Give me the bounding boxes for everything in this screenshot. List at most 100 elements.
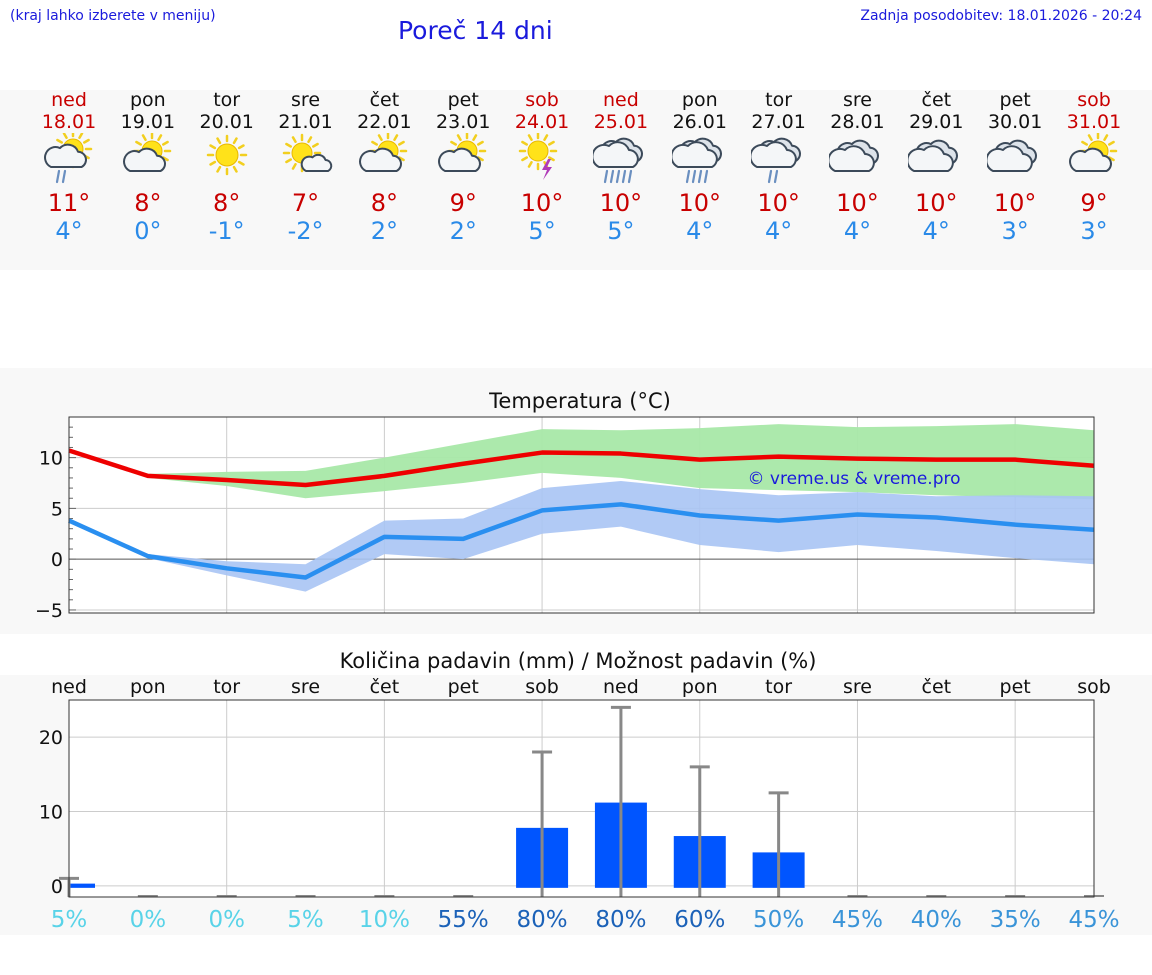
precip-y-tick: 10 bbox=[39, 802, 63, 824]
day-weekday: tor bbox=[213, 89, 241, 111]
precip-probability: 55% bbox=[438, 907, 489, 933]
sun-cloud-rain-icon bbox=[44, 133, 93, 184]
sun-cloud-icon bbox=[438, 133, 487, 172]
day-min-temp: 4° bbox=[55, 217, 83, 245]
day-weekday: pon bbox=[681, 89, 718, 111]
weather-icon-slot bbox=[29, 133, 109, 187]
day-date: 29.01 bbox=[909, 111, 964, 133]
day-min-temp: 3° bbox=[1001, 217, 1029, 245]
precip-bar bbox=[69, 883, 95, 888]
sun-cloud-icon bbox=[359, 133, 408, 172]
last-updated: Zadnja posodobitev: 18.01.2026 - 20:24 bbox=[860, 8, 1142, 24]
precip-day-label: sre bbox=[291, 676, 320, 698]
day-date: 20.01 bbox=[199, 111, 254, 133]
day-column: sob 24.01 10° 5° bbox=[502, 89, 582, 245]
location-hint: (kraj lahko izberete v meniju) bbox=[10, 8, 216, 24]
precip-day-label: čet bbox=[922, 676, 952, 698]
day-column: ned 25.01 10° 5° bbox=[581, 89, 661, 245]
day-weekday: sre bbox=[291, 89, 321, 111]
cloud-rain-icon bbox=[671, 137, 722, 184]
day-max-temp: 10° bbox=[599, 189, 643, 217]
sun-icon bbox=[206, 134, 247, 176]
sun-thunder-icon bbox=[518, 133, 558, 180]
day-min-temp: 5° bbox=[528, 217, 556, 245]
day-weekday: ned bbox=[603, 89, 639, 111]
day-max-temp: 10° bbox=[836, 189, 879, 217]
temperature-chart-title: Temperatura (°C) bbox=[488, 389, 671, 413]
day-max-temp: 9° bbox=[1080, 189, 1108, 217]
cloudy-icon bbox=[908, 139, 959, 172]
precip-probability: 40% bbox=[911, 907, 962, 933]
watermark: © vreme.us & vreme.pro bbox=[747, 469, 960, 489]
cloudy-icon bbox=[829, 139, 880, 172]
weather-icon-slot bbox=[108, 133, 188, 187]
day-min-temp: 4° bbox=[922, 217, 950, 245]
precip-probability: 45% bbox=[832, 907, 883, 933]
day-max-temp: 10° bbox=[757, 189, 800, 217]
precip-probability: 80% bbox=[517, 907, 568, 933]
weather-icon-slot bbox=[739, 133, 819, 187]
day-max-temp: 9° bbox=[449, 189, 477, 217]
day-date: 24.01 bbox=[514, 111, 570, 133]
precip-day-label: sre bbox=[843, 676, 872, 698]
day-weekday: pet bbox=[447, 89, 479, 111]
day-column: pon 19.01 8° 0° bbox=[108, 89, 188, 245]
day-date: 28.01 bbox=[830, 111, 885, 133]
weather-icon-slot bbox=[581, 133, 661, 187]
precip-day-label: pet bbox=[448, 676, 479, 698]
day-weekday: pon bbox=[129, 89, 166, 111]
day-date: 30.01 bbox=[987, 111, 1043, 133]
precip-probability: 45% bbox=[1068, 907, 1119, 933]
day-max-temp: 8° bbox=[134, 189, 162, 217]
precip-day-label: pon bbox=[682, 676, 718, 698]
cloud-light-rain-icon bbox=[750, 137, 801, 184]
sun-cloud-icon bbox=[122, 133, 172, 172]
weather-icon-slot bbox=[344, 133, 424, 187]
day-min-temp: 2° bbox=[449, 217, 477, 245]
day-date: 23.01 bbox=[436, 111, 491, 133]
day-column: tor 20.01 8° -1° bbox=[187, 89, 267, 245]
day-column: čet 22.01 8° 2° bbox=[344, 89, 424, 245]
day-min-temp: 2° bbox=[370, 217, 399, 245]
max-temp-range-band bbox=[69, 424, 1094, 500]
day-date: 21.01 bbox=[278, 111, 333, 133]
precip-probability: 50% bbox=[753, 907, 804, 933]
day-min-temp: 5° bbox=[607, 217, 635, 245]
max-temp-line bbox=[68, 448, 1095, 488]
day-min-temp: 4° bbox=[764, 217, 793, 245]
precip-day-label: sob bbox=[1077, 676, 1111, 698]
cloudy-icon bbox=[987, 139, 1038, 172]
weather-icon-slot bbox=[187, 133, 267, 187]
precipitation-chart-title: Količina padavin (mm) / Možnost padavin … bbox=[340, 649, 817, 673]
precip-probability: 0% bbox=[130, 907, 167, 933]
day-date: 18.01 bbox=[41, 111, 97, 133]
sun-cloud-icon bbox=[1069, 133, 1118, 172]
cloud-heavy-rain-icon bbox=[592, 137, 643, 184]
day-date: 31.01 bbox=[1066, 111, 1122, 133]
weather-icon-slot bbox=[817, 133, 897, 187]
day-max-temp: 11° bbox=[47, 189, 91, 217]
day-max-temp: 8° bbox=[370, 189, 399, 217]
weather-icon-slot bbox=[660, 133, 740, 187]
precip-day-label: tor bbox=[765, 676, 792, 698]
precip-day-label: pon bbox=[130, 676, 166, 698]
min-temp-range-band bbox=[69, 480, 1094, 592]
day-weekday: sob bbox=[1077, 89, 1111, 111]
day-column: čet 29.01 10° 4° bbox=[896, 89, 976, 245]
day-date: 22.01 bbox=[357, 111, 412, 133]
day-min-temp: -2° bbox=[287, 217, 324, 245]
temperature-chart: Temperatura (°C) −5 0 5 10 © vreme.us & vrem… bbox=[35, 389, 1095, 622]
precip-probability: 35% bbox=[990, 907, 1041, 933]
day-weekday: čet bbox=[921, 89, 952, 111]
weather-icon-slot bbox=[896, 133, 976, 187]
temperature-y-tick: 5 bbox=[51, 498, 63, 520]
day-column: pet 30.01 10° 3° bbox=[975, 89, 1055, 245]
weather-icon-slot bbox=[502, 133, 582, 187]
day-weekday: sob bbox=[525, 89, 559, 111]
precip-day-label: ned bbox=[51, 676, 87, 698]
precip-plot-area bbox=[69, 700, 1094, 897]
day-column: sre 21.01 7° -2° bbox=[266, 89, 346, 245]
day-weekday: pet bbox=[999, 89, 1031, 111]
precip-probability: 80% bbox=[595, 907, 646, 933]
temperature-plot-frame bbox=[68, 416, 1095, 614]
